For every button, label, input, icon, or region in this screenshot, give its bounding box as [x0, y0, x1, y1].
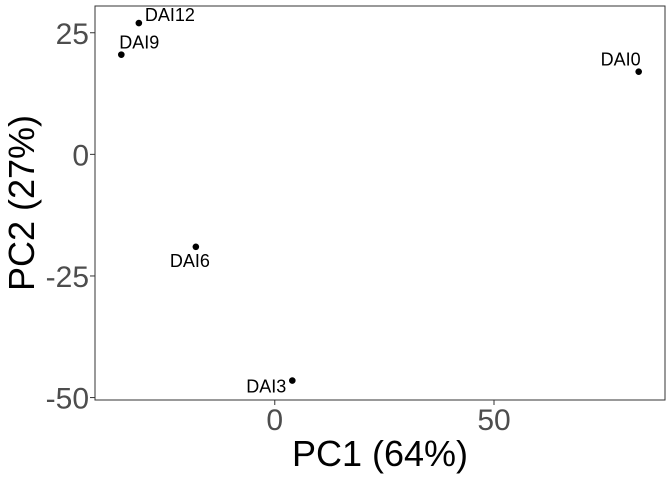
y-axis-ticks: 25 0 -25 -50	[46, 18, 95, 416]
x-axis-ticks: 0 50	[266, 400, 511, 437]
point-label: DAI9	[119, 33, 159, 53]
plot-panel	[94, 5, 666, 401]
data-point	[289, 377, 296, 384]
x-axis-title: PC1 (64%)	[292, 433, 468, 474]
point-label: DAI12	[145, 5, 195, 25]
point-label: DAI0	[601, 50, 641, 70]
x-tick-label: 0	[266, 404, 283, 437]
data-point	[635, 68, 642, 75]
point-labels: DAI0 DAI3 DAI6 DAI9 DAI12	[119, 5, 640, 397]
data-point	[118, 51, 125, 58]
x-tick-label: 50	[477, 404, 510, 437]
y-tick-label: -25	[46, 261, 89, 294]
data-points	[118, 19, 642, 384]
point-label: DAI3	[246, 377, 286, 397]
y-tick-label: -50	[46, 383, 89, 416]
data-point	[192, 243, 200, 251]
y-tick-label: 25	[56, 18, 89, 51]
y-tick-label: 0	[72, 139, 89, 172]
point-label: DAI6	[170, 251, 210, 271]
data-point	[135, 19, 143, 27]
y-axis-title: PC2 (27%)	[1, 115, 42, 291]
